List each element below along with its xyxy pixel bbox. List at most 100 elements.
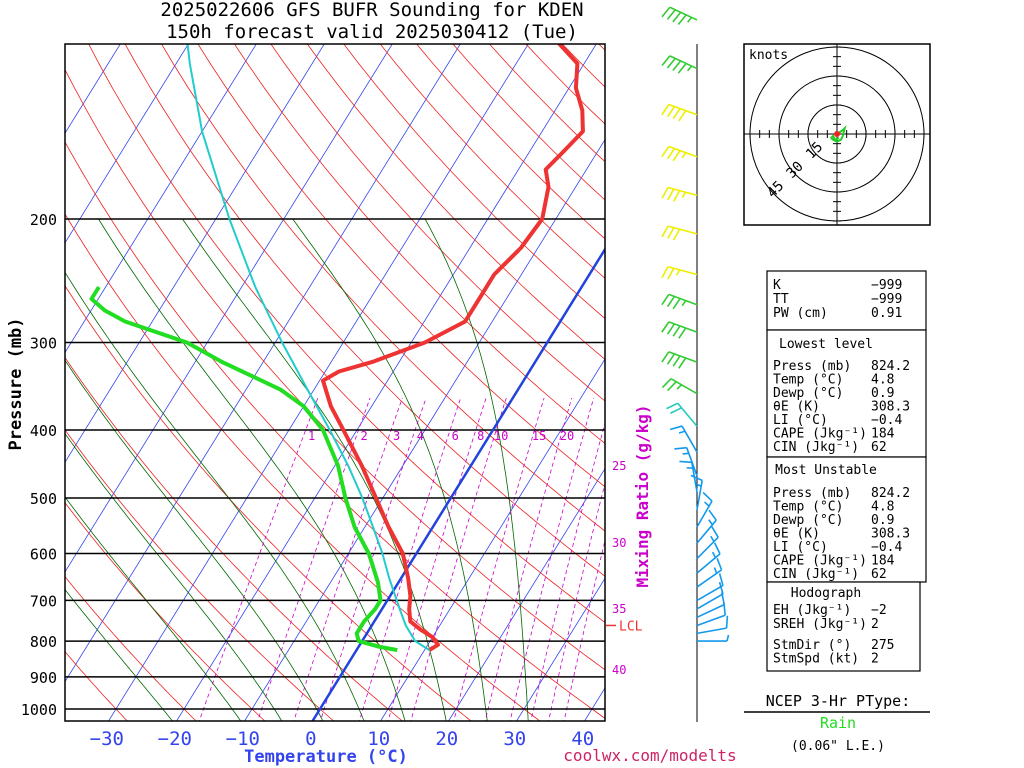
temp-tick-labels: −30 −20 −10 0 10 20 30 40 [90,728,595,750]
dry-adiabat [88,44,605,623]
isotherm [65,44,189,244]
wind-barb-flag [666,402,679,410]
pressure-tick-label: 600 [30,545,57,563]
wind-barb-flag [661,146,670,158]
wind-barb-half-flag [711,551,717,559]
dry-adiabat [65,285,472,721]
pressure-tick-label: 1000 [21,701,57,719]
wind-barb [661,186,698,202]
mixing-ratio-label: 30 [612,536,626,550]
wind-barb-flag [672,11,682,23]
wind-barb-flag [672,325,681,337]
moist-adiabat [182,218,447,721]
index-header-lowest: Lowest level [779,337,873,352]
index-row-value: 0.91 [871,306,902,321]
temp-tick-label: 0 [305,728,316,750]
moist-adiabat [65,496,242,721]
wind-barb-shaft [681,425,698,453]
index-row-label: PW (cm) [773,306,828,321]
index-row-label: θE (K) [773,400,820,415]
mixing-ratio-label: 35 [612,602,626,616]
mixing-ratio-label: 10 [494,429,508,443]
pressure-tick-label: 300 [30,334,57,352]
parcel-profile [186,44,430,651]
dry-adiabat [270,44,605,402]
wind-barb-flag [690,474,703,482]
wind-barb-half-flag [695,483,702,488]
hodograph-storm-motion [834,131,840,137]
wind-barb [696,573,724,602]
wind-barb-shaft [685,447,698,477]
wind-barb-half-flag [681,191,687,198]
wind-barb-flag [713,542,721,555]
isotherm [448,467,605,721]
profiles [89,44,585,653]
wind-barb [661,225,698,241]
wind-barb-flag [672,60,682,72]
wind-barb-shaft [696,569,723,588]
mixing-ratio-label: 15 [532,429,546,443]
wind-barb-flag [666,148,676,160]
dry-adiabat [65,429,335,721]
wind-barb-flag [666,353,676,365]
dewpoint-profile [89,285,398,653]
index-row-value: 62 [871,440,887,455]
index-row-value: 0.9 [871,513,894,528]
dry-adiabat [343,44,605,320]
temp-tick-label: −20 [158,728,192,750]
wind-barb-flag [661,293,670,306]
wind-barb [696,581,724,610]
index-row-label: TT [773,292,789,307]
isotherm [516,577,605,721]
wind-barb-flag [672,298,681,310]
mixing-ratio-line [563,539,605,721]
background-lines [65,44,605,721]
index-row-label: Press (mb) [773,359,851,374]
wind-barb-flag [672,228,681,241]
wind-barb-shaft [696,627,727,635]
wind-barb-half-flag [682,452,689,455]
wind-barb-shaft [669,55,698,70]
dry-adiabat [65,356,404,721]
wind-barb [696,542,721,574]
pressure-tick-label: 800 [30,633,57,651]
wind-barb-shaft [696,519,717,544]
moist-adiabat [65,588,173,721]
wind-barb-shaft [667,225,698,235]
isotherm [65,44,461,683]
wind-barb-shaft [696,480,703,511]
index-header-unstable: Most Unstable [775,463,877,478]
index-row-label: LI (°C) [773,413,828,428]
index-row-value: −999 [871,292,902,307]
isotherm [108,44,529,721]
wind-barb-flag [661,55,671,66]
mixing-ratio-label: 3 [393,429,400,443]
isotherm [65,44,325,463]
pressure-tick-label: 700 [30,592,57,610]
wind-barb-flag [678,357,687,369]
mixing-ratio-line [198,397,319,721]
mixing-ratio-label: 20 [560,429,574,443]
wind-barb-half-flag [687,16,693,23]
wind-barb-half-flag [703,501,710,507]
wind-barb-flag [716,558,723,571]
wind-barb-flag [679,460,692,464]
mixing-ratio-label: 1 [308,429,315,443]
wind-barb-flag [725,615,729,629]
wind-barb [661,293,698,310]
isobars [65,218,605,710]
mixing-ratio-line [358,397,462,721]
dry-adiabat [233,44,605,445]
temperature-profile [321,44,585,652]
index-row-value: 308.3 [871,527,910,542]
wind-barb-flag [666,296,676,308]
wind-barb [661,103,698,122]
wind-barb-flag [661,225,669,238]
mixing-ratio-line [387,397,487,721]
wind-barb-half-flag [708,519,714,526]
wind-barb-shaft [677,402,698,427]
isotherm [65,44,393,573]
dry-adiabat [65,651,128,721]
wind-barb [661,55,698,74]
index-row-value: 824.2 [871,486,910,501]
